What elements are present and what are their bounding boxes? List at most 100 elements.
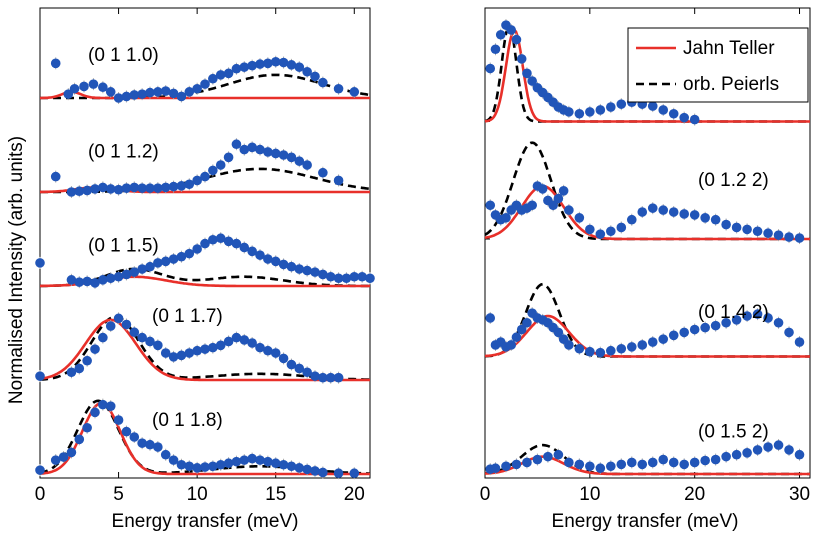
data-point xyxy=(153,258,163,268)
data-point xyxy=(286,359,297,370)
data-point xyxy=(710,214,721,225)
data-point xyxy=(689,210,700,220)
data-point xyxy=(763,313,773,323)
left-panel: 0 5 10 15 20 (0 1 1.0) (0 1 1.2) (0 1 1.5) (0 1 … xyxy=(35,7,375,505)
data-point xyxy=(184,348,195,358)
data-point xyxy=(310,371,320,381)
data-point xyxy=(357,271,367,282)
data-point xyxy=(773,230,784,240)
data-point xyxy=(700,322,710,333)
data-point xyxy=(79,81,89,92)
data-point xyxy=(658,334,669,344)
data-point xyxy=(184,179,195,190)
data-point xyxy=(585,346,595,357)
data-point xyxy=(153,340,163,351)
data-point xyxy=(302,464,312,475)
data-point xyxy=(215,459,226,470)
data-point xyxy=(522,68,532,79)
data-point xyxy=(145,336,155,347)
data-point xyxy=(616,222,627,233)
data-point xyxy=(192,175,202,186)
data-point xyxy=(558,186,569,196)
data-point xyxy=(113,415,124,425)
data-point xyxy=(105,87,116,97)
data-point xyxy=(490,44,501,55)
data-point xyxy=(485,200,496,211)
data-point xyxy=(742,448,752,458)
data-point xyxy=(637,459,648,470)
data-point xyxy=(606,461,616,472)
data-point xyxy=(310,267,320,277)
data-point xyxy=(105,401,116,411)
data-point xyxy=(302,160,312,170)
data-point xyxy=(247,338,257,348)
data-point xyxy=(278,57,289,68)
plot-frame xyxy=(39,7,371,479)
data-point xyxy=(731,222,742,233)
data-point xyxy=(606,226,616,237)
data-point xyxy=(302,66,312,77)
data-point xyxy=(721,219,731,230)
data-point xyxy=(247,246,257,257)
data-point xyxy=(574,213,585,223)
data-point xyxy=(616,343,627,354)
data-point xyxy=(679,112,689,123)
data-point xyxy=(548,200,558,211)
jahn-teller-curve xyxy=(40,90,370,100)
plot-frame xyxy=(484,7,811,479)
data-point xyxy=(231,139,242,150)
data-point xyxy=(113,313,124,324)
data-point xyxy=(794,233,805,243)
data-point xyxy=(595,463,606,474)
data-point xyxy=(184,461,195,472)
data-point xyxy=(626,342,637,352)
data-point xyxy=(208,73,218,84)
data-point xyxy=(553,327,564,338)
data-point xyxy=(145,87,155,98)
data-point xyxy=(784,445,794,455)
data-point xyxy=(153,87,163,97)
data-point xyxy=(121,183,132,193)
data-point xyxy=(286,461,297,472)
data-point xyxy=(176,459,187,470)
data-point xyxy=(668,207,679,217)
data-point xyxy=(302,265,312,276)
data-point xyxy=(294,62,305,72)
data-point xyxy=(176,91,187,102)
x-tick-label: 20 xyxy=(684,484,705,505)
data-point xyxy=(223,152,234,163)
data-point xyxy=(294,264,305,274)
jahn-teller-curve xyxy=(484,28,810,123)
data-point xyxy=(564,340,574,350)
data-point xyxy=(184,248,195,259)
data-point xyxy=(160,86,171,96)
data-point xyxy=(176,251,187,262)
data-point xyxy=(333,372,344,383)
data-point xyxy=(294,463,305,473)
data-point xyxy=(574,343,585,354)
data-point xyxy=(223,68,234,79)
data-point xyxy=(200,79,210,89)
data-point xyxy=(742,311,752,321)
data-point xyxy=(145,261,155,272)
data-point xyxy=(98,399,108,410)
data-point xyxy=(90,278,100,288)
trace-label: (0 1 1.7) xyxy=(152,306,223,327)
data-point xyxy=(325,271,336,282)
data-point xyxy=(318,77,328,88)
data-point xyxy=(700,213,710,223)
trace-label: (0 1.5 2) xyxy=(698,421,769,442)
data-point xyxy=(511,459,522,470)
data-point xyxy=(168,455,179,465)
data-point xyxy=(66,187,77,197)
data-point xyxy=(294,156,305,166)
x-axis-label-right: Energy transfer (meV) xyxy=(552,511,739,532)
data-point xyxy=(145,439,155,450)
trace-label: (0 1 1.2) xyxy=(88,141,159,162)
data-point xyxy=(223,336,234,347)
data-point xyxy=(239,144,250,155)
data-point xyxy=(176,350,187,361)
data-point xyxy=(129,432,140,442)
data-point xyxy=(333,175,344,186)
